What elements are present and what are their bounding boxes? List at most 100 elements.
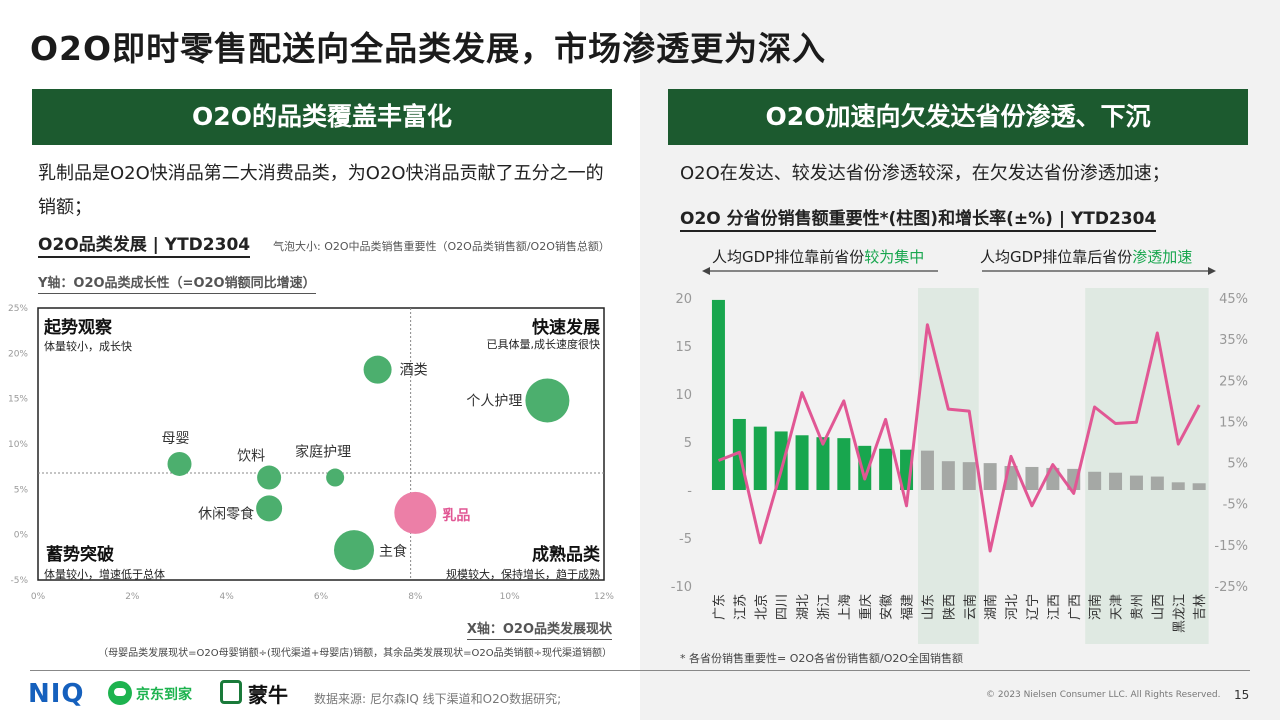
province-label: 山西: [1151, 594, 1166, 620]
group1-caption-text: 人均GDP排位靠前省份: [712, 248, 865, 266]
jddj-logo-text: 京东到家: [136, 687, 192, 703]
quadrant-tl-title: 起势观察: [44, 318, 112, 338]
quadrant-bl-title: 蓄势突破: [46, 545, 114, 565]
province-bar: [1088, 471, 1102, 490]
province-bar: [711, 299, 725, 490]
province-label: 北京: [754, 594, 769, 620]
group2-caption: 人均GDP排位靠后省份渗透加速: [980, 246, 1192, 267]
data-source: 数据来源: 尼尔森IQ 线下渠道和O2O数据研究;: [314, 692, 562, 706]
copyright: © 2023 Nielsen Consumer LLC. All Rights …: [986, 690, 1221, 700]
province-label: 山东: [921, 594, 936, 620]
province-bar: [1129, 475, 1143, 490]
province-bar: [774, 431, 788, 490]
bubble-x-tick: 8%: [408, 592, 423, 602]
footer-divider: [30, 670, 1250, 671]
bubble-point: [256, 495, 283, 522]
page-number: 15: [1234, 688, 1250, 702]
province-label: 贵州: [1130, 594, 1145, 620]
right-subtitle: O2O 分省份销售额重要性*(柱图)和增长率(±%) | YTD2304: [680, 208, 1157, 232]
bubble-x-tick: 10%: [500, 592, 520, 602]
y-axis-label: Y轴：O2O品类成长性（=O2O销额同比增速）: [38, 275, 316, 294]
combo-left-tick: 20: [675, 292, 692, 307]
bubble-point: [394, 491, 437, 534]
combo-bars: [711, 299, 1206, 490]
combo-left-tick: 15: [675, 340, 692, 355]
bubble-label: 主食: [379, 543, 407, 560]
bubble-point: [257, 465, 282, 490]
left-description: 乳制品是O2O快消品第二大消费品类，为O2O快消品贡献了五分之一的销额；: [38, 163, 604, 218]
group2-caption-emphasis: 渗透加速: [1132, 248, 1193, 266]
bubble-x-tick: 12%: [594, 592, 614, 602]
bubble-y-tick: 25%: [8, 304, 28, 314]
bubble-y-tick: 15%: [8, 395, 28, 405]
bubble-point: [334, 530, 375, 571]
combo-growth-line: [717, 323, 1201, 553]
bubble-label: 乳品: [442, 507, 470, 524]
province-label: 天津: [1110, 594, 1125, 620]
combo-right-tick: 15%: [1219, 415, 1248, 430]
bubble-x-tick: 4%: [220, 592, 235, 602]
province-label: 广东: [712, 594, 727, 620]
province-bar: [1109, 472, 1123, 490]
combo-left-tick: 10: [675, 388, 692, 403]
province-bar: [816, 437, 830, 490]
quadrant-tl-subtitle: 体量较小，成长快: [44, 340, 132, 353]
left-banner: O2O的品类覆盖丰富化: [32, 89, 612, 145]
province-label: 福建: [901, 594, 916, 620]
group1-arrowhead: [702, 267, 710, 275]
combo-left-tick: -5: [679, 532, 692, 547]
quadrant-tr-subtitle: 已具体量,成长速度很快: [486, 338, 601, 351]
combo-right-tick: 35%: [1219, 333, 1248, 348]
niq-logo: NIQ: [28, 679, 85, 709]
province-bar: [753, 426, 767, 490]
combo-right-tick: -15%: [1214, 539, 1248, 554]
group1-caption: 人均GDP排位靠前省份较为集中: [712, 246, 924, 267]
province-label: 河南: [1088, 594, 1104, 620]
combo-right-tick: 5%: [1227, 457, 1248, 472]
bubble-label: 饮料: [237, 449, 265, 465]
right-banner: O2O加速向欠发达省份渗透、下沉: [668, 89, 1248, 145]
bubble-size-note: 气泡大小: O2O中品类销售重要性（O2O品类销售额/O2O销售总额）: [273, 240, 610, 253]
combo-left-tick: -: [687, 484, 692, 499]
jddj-logo-icon: [108, 681, 132, 705]
province-bar: [983, 463, 997, 490]
mengniu-logo-icon: [220, 680, 242, 704]
group1-caption-emphasis: 较为集中: [864, 248, 925, 266]
province-highlight-band: [1085, 288, 1209, 644]
group2-arrowhead: [1208, 267, 1216, 275]
province-label: 湖南: [983, 594, 999, 620]
province-bar: [837, 438, 851, 490]
province-bar: [795, 435, 809, 490]
province-label: 浙江: [817, 594, 832, 620]
bubble-point: [363, 355, 392, 384]
province-bar: [1192, 483, 1206, 490]
left-subtitle: O2O品类发展 | YTD2304: [38, 234, 251, 258]
right-footnote: * 各省份销售重要性= O2O各省份销售额/O2O全国销售额: [680, 652, 964, 665]
bubble-x-tick: 2%: [125, 592, 140, 602]
combo-right-tick: 25%: [1219, 374, 1248, 389]
x-axis-footnote: （母婴品类发展现状=O2O母婴销额÷(现代渠道+母婴店)销额，其余品类发展现状=…: [98, 648, 612, 659]
x-axis-label: X轴：O2O品类发展现状: [466, 621, 612, 640]
bubble-point: [326, 468, 345, 487]
bubble-y-tick: 5%: [14, 485, 29, 495]
province-label: 湖北: [796, 594, 811, 620]
combo-right-tick: -25%: [1214, 580, 1248, 595]
bubble-label: 母婴: [162, 431, 190, 447]
bubble-axes: -5%0%5%10%15%20%25%0% 2% 4% 6% 8% 10% 12%: [8, 304, 614, 602]
province-label: 四川: [775, 594, 790, 620]
combo-right-tick: 45%: [1219, 292, 1248, 307]
bubble-y-tick: -5%: [10, 576, 28, 586]
province-label: 河北: [1005, 594, 1020, 620]
combo-category-labels: 广东 江苏 北京 四川 湖北 浙江 上海 重庆 安徽 福建 山东 陕西 云南 湖南 河北 辽宁 江西 广西 河南 天津…: [712, 594, 1208, 633]
province-label: 黑龙江: [1172, 594, 1187, 633]
bubble-point: [525, 378, 570, 423]
combo-highlight-bands: [918, 288, 1209, 644]
province-bar: [962, 462, 976, 490]
combo-right-tick: -5%: [1223, 498, 1248, 513]
province-bar: [920, 450, 934, 490]
bubble-chart: -5%0%5%10%15%20%25%0% 2% 4% 6% 8% 10% 12% 酒类个人…: [8, 304, 614, 602]
province-bar: [1150, 476, 1164, 490]
bubble-plot-frame: [37, 307, 605, 581]
